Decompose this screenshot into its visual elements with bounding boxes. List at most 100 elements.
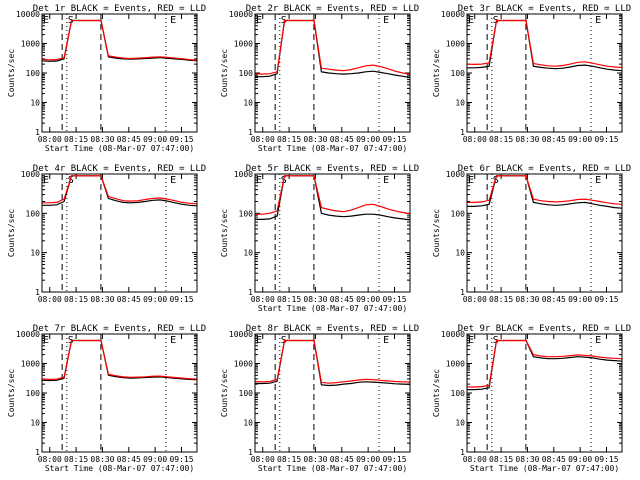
panel-7-xtick-label: 08:15 bbox=[64, 455, 88, 464]
panel-4-marker-label: E bbox=[43, 175, 49, 186]
panel-5-ytick-label: 100 bbox=[239, 209, 254, 218]
panel-9-marker-label: S bbox=[493, 335, 499, 346]
panel-3-xtick-label: 08:15 bbox=[489, 135, 513, 144]
panel-7-marker-label: E bbox=[43, 335, 49, 346]
panel-8-lld-series bbox=[255, 339, 410, 384]
panel-4-lld-series bbox=[42, 175, 197, 205]
panel-1-xtick-label: 08:30 bbox=[90, 135, 114, 144]
panel-2-xtick-label: 09:00 bbox=[356, 135, 380, 144]
panel-8-ytick-label: 100 bbox=[239, 389, 254, 398]
panel-1-ytick-label: 100 bbox=[26, 69, 41, 78]
panel-2-xtick-label: 08:15 bbox=[277, 135, 301, 144]
panel-5-ytick-label: 10 bbox=[243, 249, 253, 258]
panel-5-marker-label: E bbox=[383, 175, 389, 186]
panel-3-ytick-label: 10000 bbox=[441, 10, 465, 19]
panel-9-ytick-label: 100 bbox=[451, 389, 466, 398]
panel-9-marker-label: E bbox=[595, 335, 601, 346]
panel-2-ytick-label: 1 bbox=[248, 128, 253, 137]
panel-2-xtick-label: 08:45 bbox=[330, 135, 354, 144]
panel-1-xtick-label: 08:00 bbox=[38, 135, 62, 144]
panel-2-xlabel: Start Time (08-Mar-07 07:47:00) bbox=[258, 144, 407, 153]
panel-8-xtick-label: 09:15 bbox=[382, 455, 406, 464]
panel-1-frame bbox=[41, 13, 198, 133]
panel-5-title: Det 5r BLACK = Events, RED = LLD bbox=[246, 164, 419, 174]
panel-3-ytick-label: 10 bbox=[455, 99, 465, 108]
panel-1-marker-label: E bbox=[43, 15, 49, 26]
panel-4-frame bbox=[41, 173, 198, 293]
panel-9-ytick-label: 10000 bbox=[441, 330, 465, 339]
panel-8-xtick-label: 09:00 bbox=[356, 455, 380, 464]
panel-9-title: Det 9r BLACK = Events, RED = LLD bbox=[458, 324, 631, 334]
panel-1-title: Det 1r BLACK = Events, RED = LLD bbox=[33, 4, 206, 14]
panel-1-xtick-label: 09:15 bbox=[169, 135, 193, 144]
panel-8-marker-label: E bbox=[256, 335, 262, 346]
panel-8-ytick-label: 1 bbox=[248, 448, 253, 457]
panel-5-xtick-label: 08:30 bbox=[303, 295, 327, 304]
panel-1-marker-label: E bbox=[170, 15, 176, 26]
panel-6-xtick-label: 08:45 bbox=[542, 295, 566, 304]
panel-7-ytick-label: 10000 bbox=[16, 330, 40, 339]
panel-4-title: Det 4r BLACK = Events, RED = LLD bbox=[33, 164, 206, 174]
panel-7-marker-label: E bbox=[170, 335, 176, 346]
panel-7-xtick-label: 09:15 bbox=[169, 455, 193, 464]
panel-4-xtick-label: 08:15 bbox=[64, 295, 88, 304]
panel-9-xtick-label: 09:15 bbox=[594, 455, 618, 464]
panel-5-xlabel: Start Time (08-Mar-07 07:47:00) bbox=[258, 304, 407, 313]
panel-7-ytick-label: 10 bbox=[30, 419, 40, 428]
panel-6-ylabel: Counts/sec bbox=[432, 209, 441, 257]
panel-8-marker-label: E bbox=[383, 335, 389, 346]
panel-3-xtick-label: 08:45 bbox=[542, 135, 566, 144]
panel-3-ytick-label: 1000 bbox=[446, 40, 465, 49]
panel-4-ytick-label: 1 bbox=[35, 288, 40, 297]
panel-2-xtick-label: 09:15 bbox=[382, 135, 406, 144]
panel-9-xtick-label: 09:00 bbox=[568, 455, 592, 464]
panel-8: Det 8r BLACK = Events, RED = LLD Counts/s… bbox=[220, 324, 419, 473]
panel-6-xtick-label: 09:15 bbox=[594, 295, 618, 304]
panel-5-xtick-label: 08:45 bbox=[330, 295, 354, 304]
panel-4-xtick-label: 08:30 bbox=[90, 295, 114, 304]
panel-2-marker-label: E bbox=[256, 15, 262, 26]
panel-8-marker-label: S bbox=[281, 335, 287, 346]
panel-3-xtick-label: 08:30 bbox=[515, 135, 539, 144]
panel-2-ytick-label: 10000 bbox=[229, 10, 253, 19]
panel-3-xtick-label: 09:00 bbox=[568, 135, 592, 144]
panel-3-ylabel: Counts/sec bbox=[432, 49, 441, 97]
panel-3-xtick-label: 09:15 bbox=[594, 135, 618, 144]
panel-2-frame bbox=[254, 13, 411, 133]
panel-3-marker-label: S bbox=[493, 15, 499, 26]
panel-9-marker-label: E bbox=[468, 335, 474, 346]
panel-5-xtick-label: 09:15 bbox=[382, 295, 406, 304]
panel-9-frame bbox=[466, 333, 623, 453]
panel-7-ytick-label: 1 bbox=[35, 448, 40, 457]
panel-1-marker-label: S bbox=[68, 15, 74, 26]
panel-8-xtick-label: 08:00 bbox=[251, 455, 275, 464]
panel-1-ytick-label: 10000 bbox=[16, 10, 40, 19]
panel-4-ytick-label: 100 bbox=[26, 209, 41, 218]
panel-1-ytick-label: 1000 bbox=[21, 40, 40, 49]
panel-6-frame bbox=[466, 173, 623, 293]
panel-6-xtick-label: 08:00 bbox=[463, 295, 487, 304]
panel-9-xtick-label: 08:45 bbox=[542, 455, 566, 464]
panel-3: Det 3r BLACK = Events, RED = LLD Counts/s… bbox=[432, 4, 631, 144]
panel-1-ylabel: Counts/sec bbox=[7, 49, 16, 97]
panel-1-events-series bbox=[42, 19, 197, 62]
panel-4-xtick-label: 09:00 bbox=[143, 295, 167, 304]
panel-6-xtick-label: 09:00 bbox=[568, 295, 592, 304]
panel-7-xlabel: Start Time (08-Mar-07 07:47:00) bbox=[45, 464, 194, 473]
panel-5-frame bbox=[254, 173, 411, 293]
panel-2-events-series bbox=[255, 19, 410, 79]
panel-7-frame bbox=[41, 333, 198, 453]
panel-8-frame bbox=[254, 333, 411, 453]
panel-5-xtick-label: 08:15 bbox=[277, 295, 301, 304]
panel-3-events-series bbox=[467, 19, 622, 72]
panel-1: Det 1r BLACK = Events, RED = LLD Counts/s… bbox=[7, 4, 206, 153]
panel-4-xtick-label: 09:15 bbox=[169, 295, 193, 304]
panel-7-events-series bbox=[42, 339, 197, 382]
panel-6-xtick-label: 08:30 bbox=[515, 295, 539, 304]
panel-6-ytick-label: 1000 bbox=[446, 170, 465, 179]
panel-1-xtick-label: 08:15 bbox=[64, 135, 88, 144]
panel-6-marker-label: E bbox=[468, 175, 474, 186]
panel-8-ytick-label: 10 bbox=[243, 419, 253, 428]
panel-3-marker-label: E bbox=[468, 15, 474, 26]
